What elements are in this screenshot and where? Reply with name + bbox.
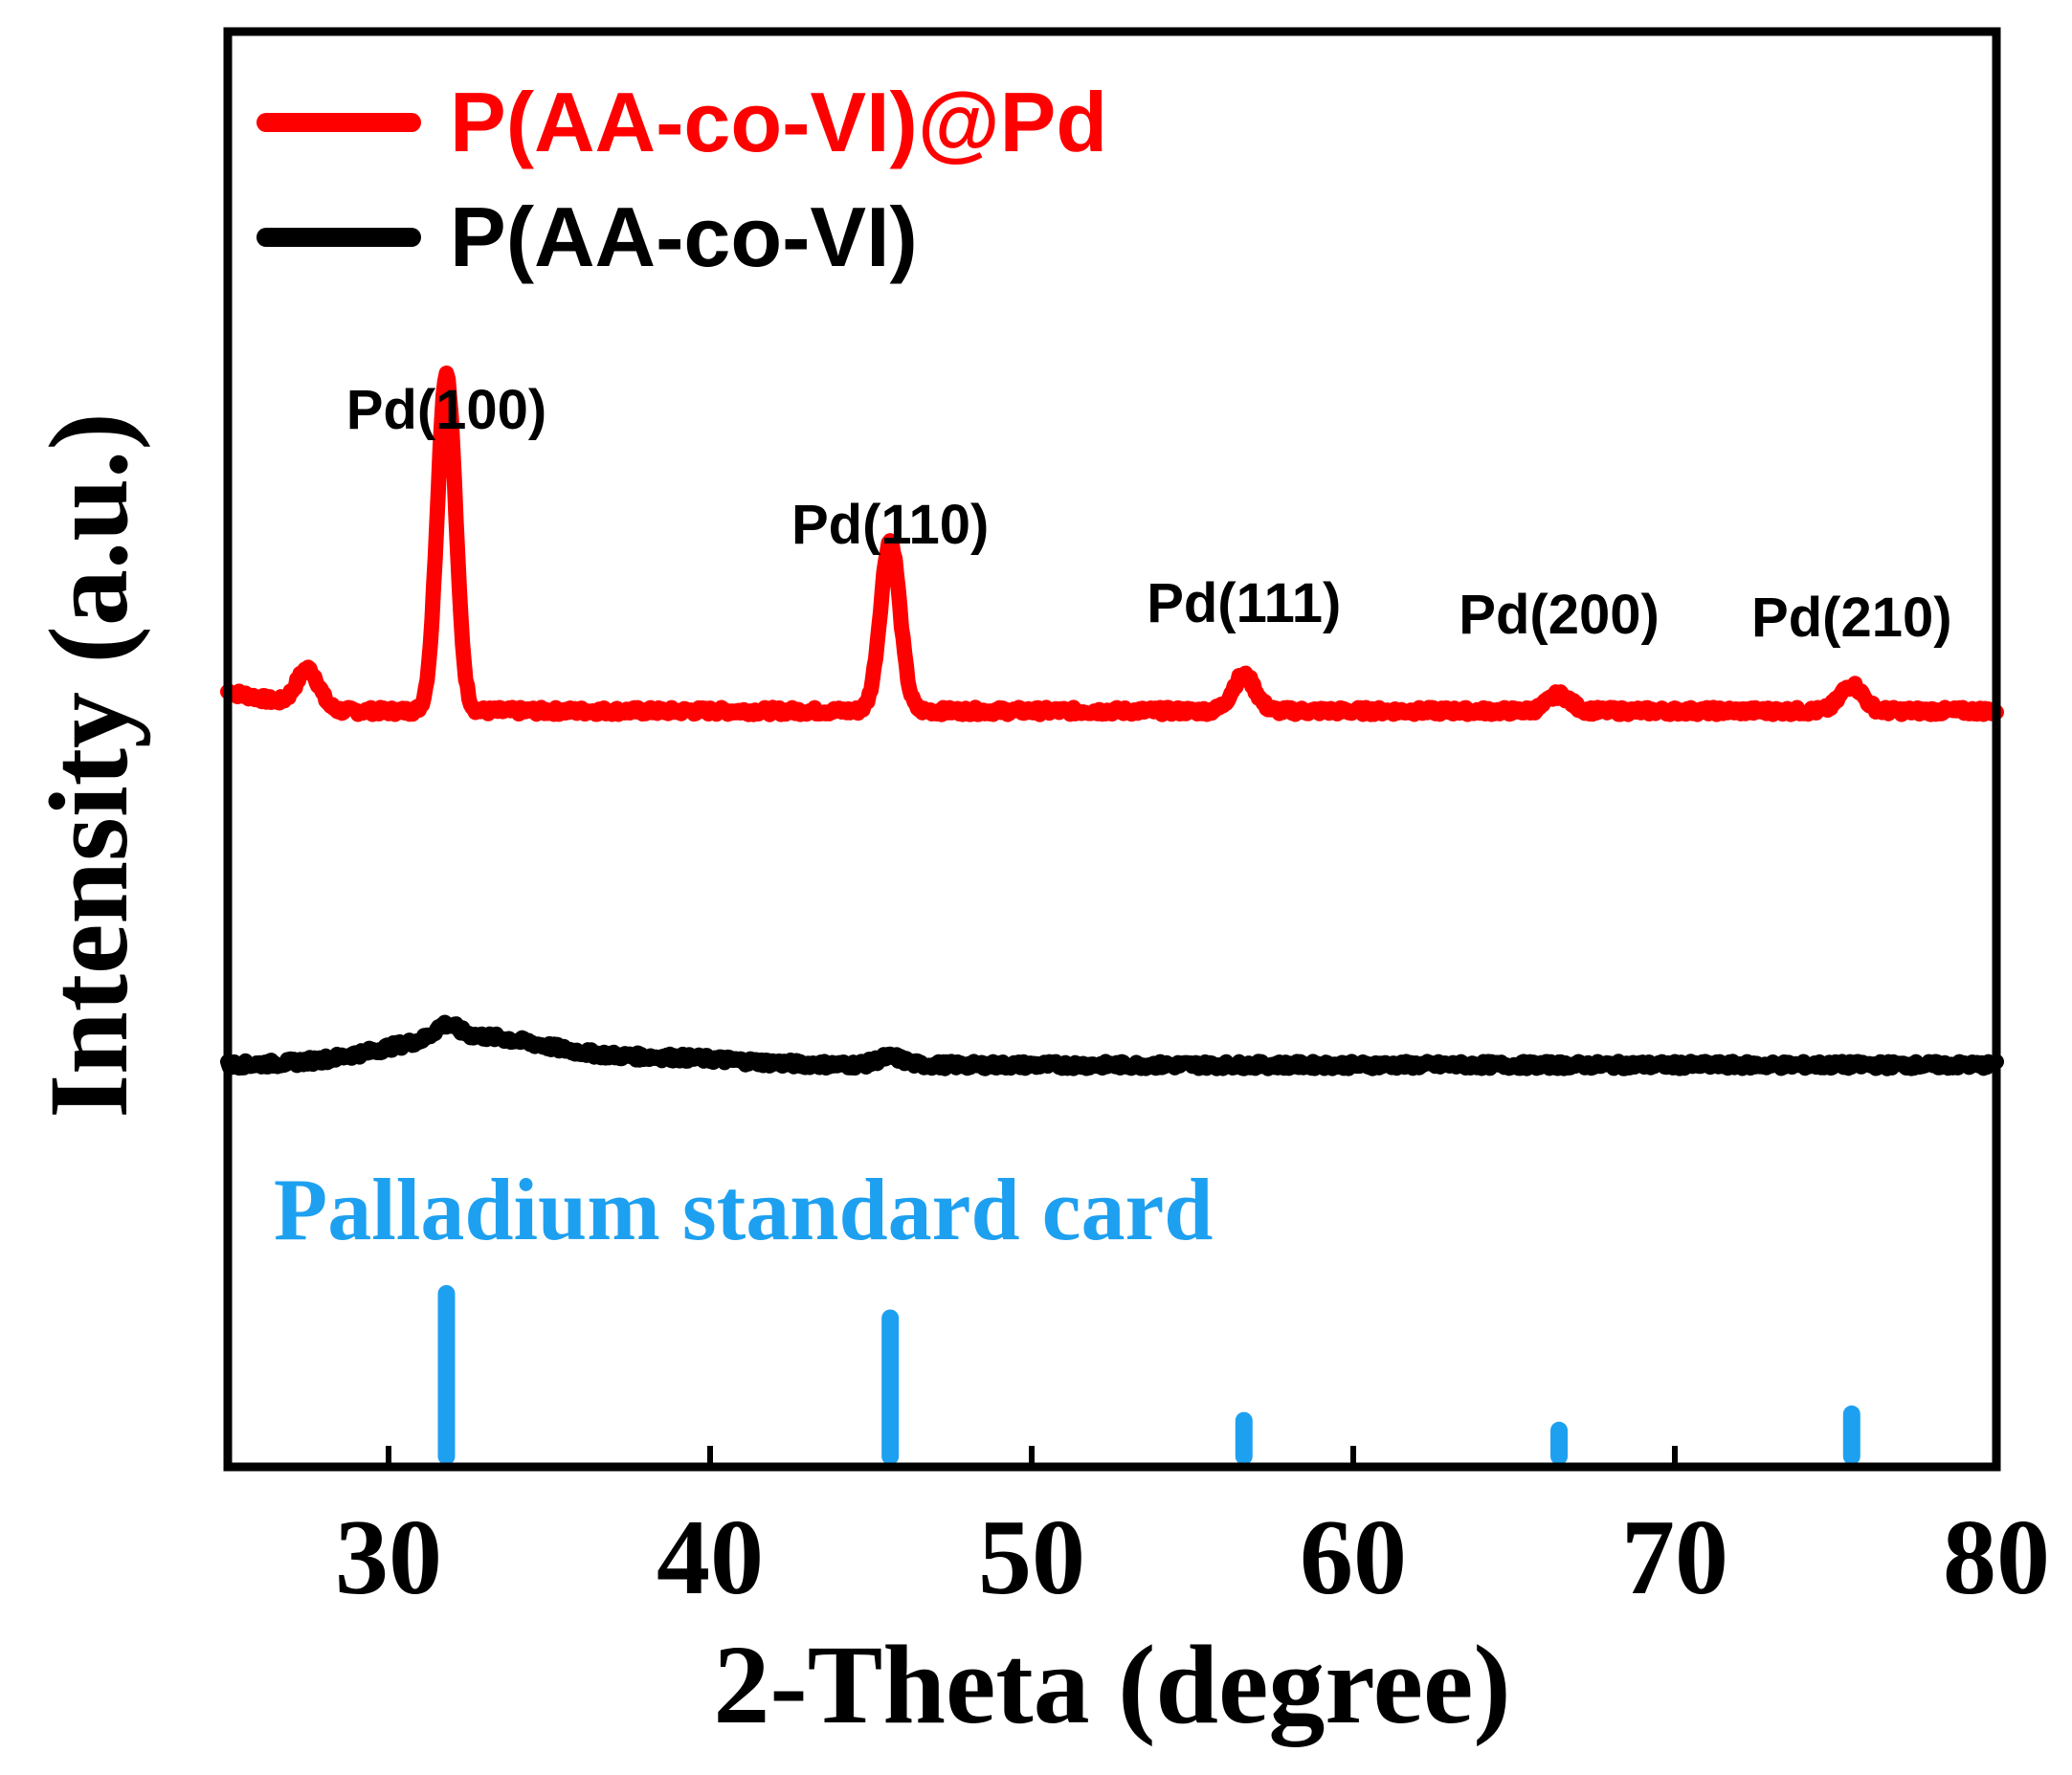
x-tick-label: 80 <box>1943 1498 2050 1617</box>
standard-card-label: Palladium standard card <box>274 1161 1213 1258</box>
peak-label: Pd(100) <box>346 379 547 441</box>
series-line-p-aa-co-vi-pd <box>220 366 2004 722</box>
legend-label-pd: P(AA-co-VI)@Pd <box>450 75 1107 169</box>
x-axis: 30 40 50 60 70 80 <box>335 1446 2050 1617</box>
y-axis-title: Intensity (a.u.) <box>26 412 151 1119</box>
peak-label: Pd(210) <box>1751 587 1952 649</box>
plot-frame <box>223 27 2001 1472</box>
x-tick-label: 40 <box>657 1498 764 1617</box>
peak-label: Pd(110) <box>791 494 989 556</box>
x-tick-label: 70 <box>1621 1498 1728 1617</box>
x-tick-label: 30 <box>335 1498 442 1617</box>
series-line-p-aa-co-vi <box>220 1014 2004 1076</box>
legend: P(AA-co-VI)@Pd P(AA-co-VI) <box>256 75 1107 284</box>
chart-marks: Pd(100) Pd(110) Pd(111) Pd(200) Pd(210) <box>220 366 2004 1465</box>
peak-label: Pd(200) <box>1459 584 1660 646</box>
x-axis-title: 2-Theta (degree) <box>713 1622 1510 1747</box>
legend-label-polymer: P(AA-co-VI) <box>450 189 918 284</box>
x-tick-label: 50 <box>978 1498 1085 1617</box>
peak-label: Pd(111) <box>1147 572 1341 634</box>
x-tick-label: 60 <box>1300 1498 1407 1617</box>
